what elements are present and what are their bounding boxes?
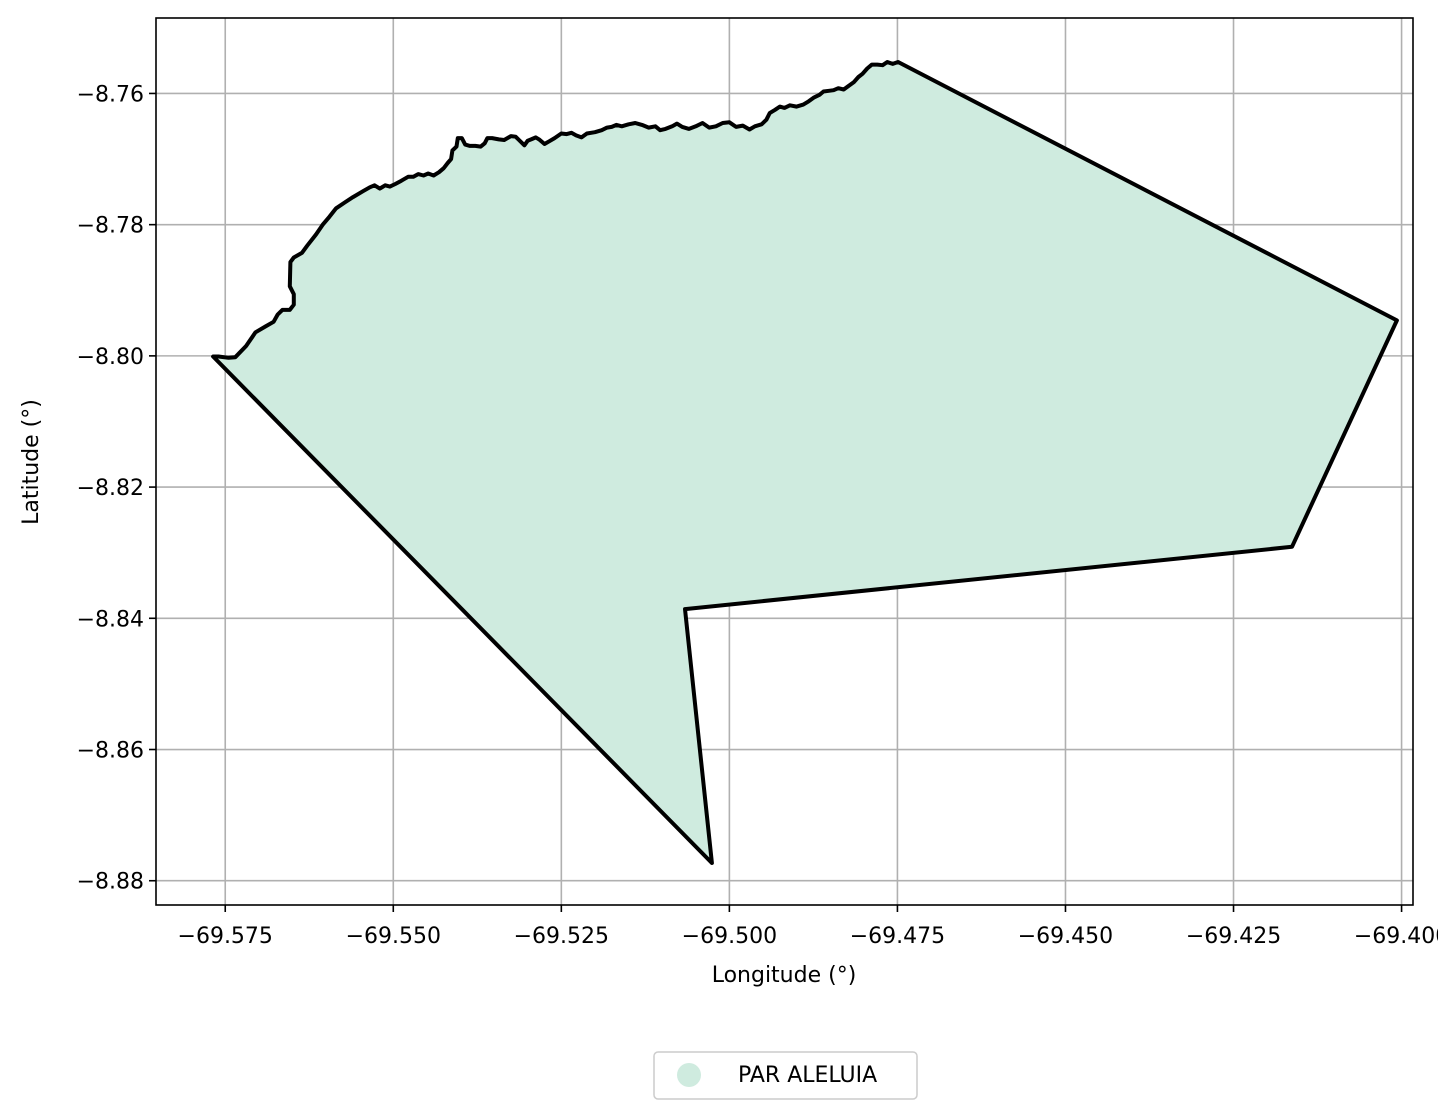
x-axis-ticks: −69.575 −69.550 −69.525 −69.500 −69.475 −69.4… xyxy=(178,905,1438,949)
x-tick-label: −69.575 xyxy=(178,924,273,949)
y-tick-label: −8.88 xyxy=(77,870,144,895)
legend-label: PAR ALELUIA xyxy=(738,1063,877,1088)
x-axis-title: Longitude (°) xyxy=(712,963,857,988)
y-tick-label: −8.78 xyxy=(77,214,144,239)
x-tick-label: −69.475 xyxy=(850,924,945,949)
x-tick-label: −69.450 xyxy=(1018,924,1113,949)
x-tick-label: −69.425 xyxy=(1186,924,1281,949)
x-tick-label: −69.400 xyxy=(1354,924,1438,949)
y-tick-label: −8.84 xyxy=(77,607,144,632)
x-tick-label: −69.550 xyxy=(346,924,441,949)
legend-marker xyxy=(677,1063,701,1087)
y-axis-title: Latitude (°) xyxy=(19,399,44,525)
x-tick-label: −69.525 xyxy=(514,924,609,949)
area-polygon-par-aleluia xyxy=(211,60,1399,865)
polygon-layer xyxy=(211,60,1399,865)
y-tick-label: −8.76 xyxy=(77,82,144,107)
legend-box xyxy=(653,1051,918,1100)
x-tick-label: −69.500 xyxy=(682,924,777,949)
y-tick-label: −8.82 xyxy=(77,476,144,501)
y-tick-label: −8.80 xyxy=(77,345,144,370)
y-tick-label: −8.86 xyxy=(77,739,144,764)
y-axis-ticks: −8.76 −8.78 −8.80 −8.82 −8.84 −8.86 −8.88 xyxy=(77,82,156,895)
plot-frame xyxy=(155,17,1414,906)
legend: PAR ALELUIA xyxy=(653,1051,918,1100)
